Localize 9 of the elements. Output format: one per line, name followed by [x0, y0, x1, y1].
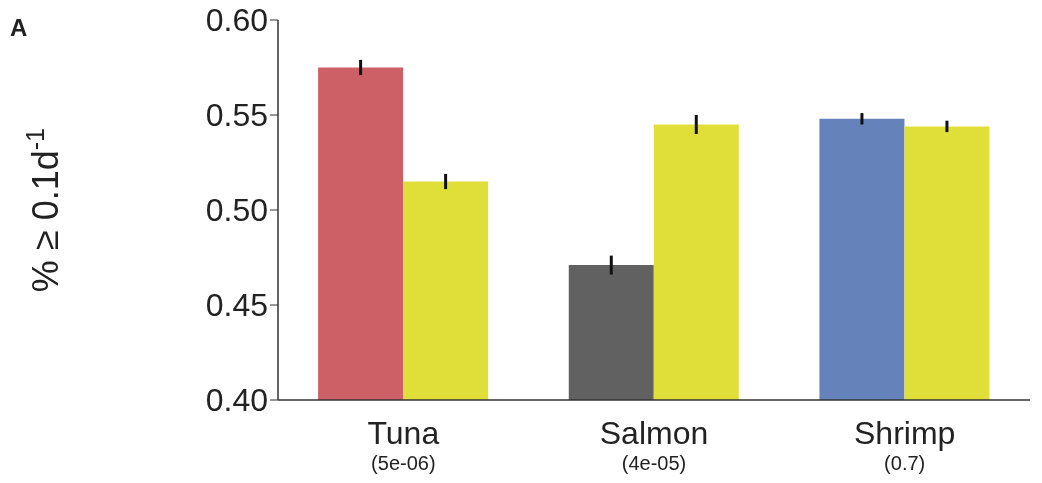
y-tick-label: 0.40	[205, 382, 268, 419]
x-tick-label: Tuna (5e-06)	[367, 415, 440, 474]
y-tick-label: 0.55	[205, 97, 268, 134]
y-tick-label: 0.45	[205, 287, 268, 324]
text: A	[10, 14, 28, 42]
x-tick-label: Salmon (4e-05)	[599, 415, 709, 474]
y-tick-label: 0.60	[205, 2, 268, 39]
x-tick-label: Shrimp (0.7)	[853, 415, 956, 474]
y-tick-label: 0.50	[205, 192, 268, 229]
